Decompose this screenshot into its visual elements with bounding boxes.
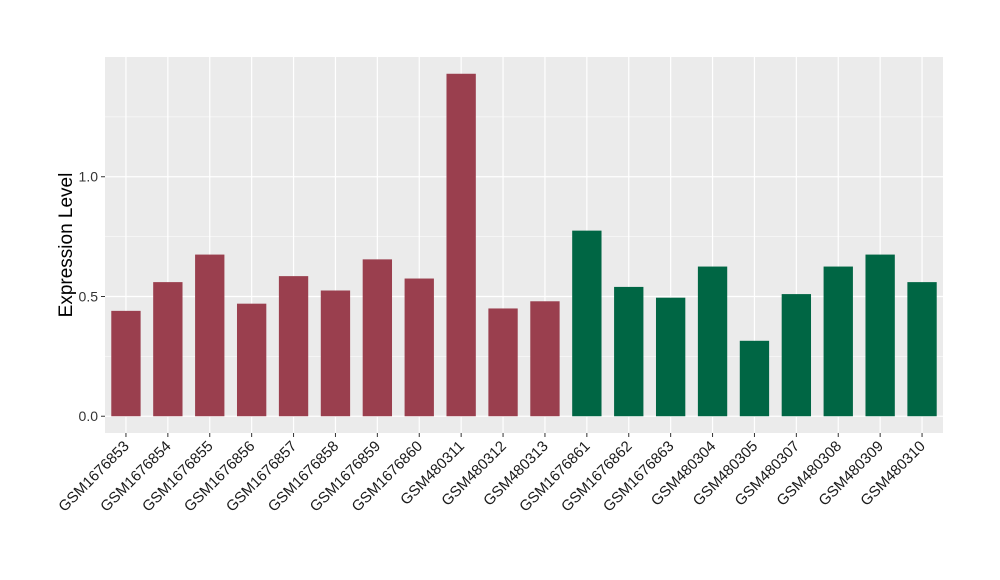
x-axis: GSM1676853GSM1676854GSM1676855GSM1676856…: [55, 433, 929, 515]
y-tick-label: 0.5: [79, 288, 99, 304]
bar-GSM480305: [739, 340, 770, 417]
bar-GSM1676860: [404, 278, 434, 417]
bar-GSM480308: [823, 266, 853, 417]
bar-GSM1676859: [362, 259, 393, 417]
bar-GSM1676854: [153, 282, 183, 417]
bar-GSM1676853: [111, 310, 141, 417]
bar-GSM480309: [865, 254, 895, 417]
bar-GSM1676862: [614, 286, 644, 417]
bar-GSM1676855: [195, 254, 225, 417]
bar-GSM1676856: [236, 303, 267, 417]
plot-panel: [105, 57, 943, 433]
bars: [111, 73, 937, 417]
x-tick-label: GSM1676853: [55, 438, 132, 515]
bar-GSM1676863: [655, 297, 686, 417]
bar-GSM1676858: [320, 290, 351, 417]
bar-GSM480312: [488, 308, 518, 417]
y-axis-title: Expression Level: [56, 173, 77, 318]
y-tick-label: 0.0: [79, 408, 99, 424]
bar-GSM480307: [781, 294, 812, 417]
y-tick-label: 1.0: [79, 169, 99, 185]
bar-GSM1676857: [278, 276, 309, 417]
bar-GSM1676861: [572, 230, 602, 417]
bar-GSM480313: [530, 301, 560, 417]
bar-GSM480311: [446, 73, 476, 417]
y-axis: 0.0 0.5 1.0: [79, 169, 105, 424]
bar-GSM480310: [907, 282, 937, 417]
bar-GSM480304: [697, 266, 728, 417]
